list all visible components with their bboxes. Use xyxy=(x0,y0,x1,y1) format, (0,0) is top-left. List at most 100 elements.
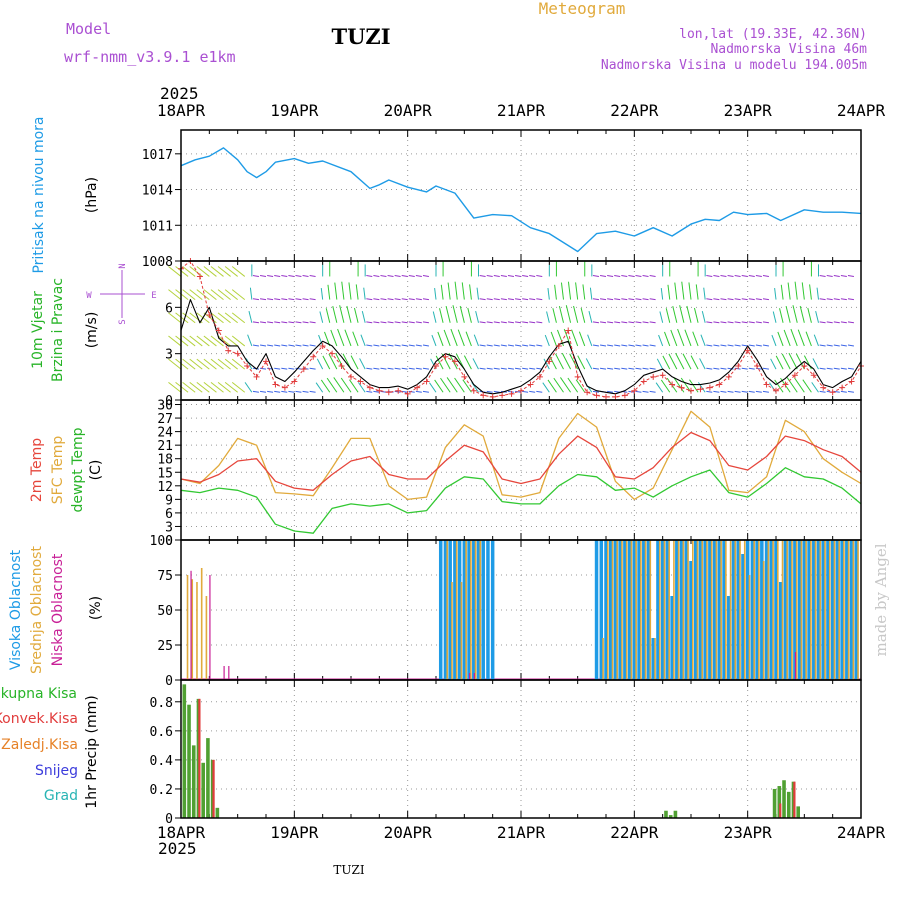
wind-arrow xyxy=(203,289,217,301)
cloud-bar-high xyxy=(835,540,840,680)
wind-arrow xyxy=(713,275,720,277)
wind-arrow xyxy=(686,305,692,323)
wind-arrow xyxy=(189,335,203,347)
wind-arrow xyxy=(642,344,649,347)
wind-arrow xyxy=(168,266,182,277)
wind-arrow xyxy=(231,335,246,347)
cloud-bar-high xyxy=(736,540,740,680)
wind-arrow xyxy=(267,275,274,277)
wind-arrow xyxy=(607,321,614,324)
wind-arrow xyxy=(469,284,472,300)
wind-gust-marker xyxy=(574,373,581,380)
wind-arrow xyxy=(507,298,514,301)
wind-arrow xyxy=(701,310,706,323)
wind-arrow xyxy=(607,344,614,347)
wind-arrow xyxy=(422,275,429,277)
wind-arrow xyxy=(592,321,599,324)
cloud-bar-low xyxy=(209,575,211,680)
wind-arrow xyxy=(544,334,550,347)
cloud-bar-high xyxy=(821,540,825,680)
cloud-bar-mid xyxy=(791,540,793,680)
wind-arrow xyxy=(529,367,536,370)
precip-legend-total: Ukupna Kisa xyxy=(0,686,77,702)
wind-gust-marker xyxy=(829,389,836,396)
cloud-ylabel-1: Visoka Oblacnost xyxy=(8,549,24,670)
cloud-bar-mid xyxy=(607,540,609,680)
wind-arrow xyxy=(210,381,224,393)
cloud-bar-high xyxy=(769,540,774,680)
wind-arrow xyxy=(443,329,451,347)
wind-arrow xyxy=(224,312,238,324)
wind-arrow xyxy=(713,390,720,393)
cloud-bar-mid xyxy=(696,540,699,680)
cloud-bar-mid xyxy=(720,540,722,680)
wind-arrow xyxy=(224,381,238,393)
wind-arrow xyxy=(259,390,267,393)
wind-arrow xyxy=(267,298,274,301)
wind-arrow xyxy=(826,344,833,347)
wind-gust-marker xyxy=(414,384,421,391)
wind-arrow xyxy=(373,367,380,370)
wind-arrow xyxy=(318,334,324,347)
wind-arrow xyxy=(373,321,380,324)
wind-gust-marker xyxy=(536,373,543,380)
wind-arrow xyxy=(755,390,762,393)
wind-gust-marker xyxy=(820,384,827,391)
wind-arrow xyxy=(224,335,238,347)
wind-arrow xyxy=(599,344,607,347)
wind-arrow xyxy=(614,321,621,324)
pressure-ytick-label: 1008 xyxy=(142,255,173,270)
wind-arrow xyxy=(684,329,692,347)
wind-arrow xyxy=(457,329,465,347)
wind-arrow xyxy=(792,305,798,323)
wind-arrow xyxy=(592,367,599,370)
wind-arrow xyxy=(454,377,465,393)
temperature-ytick-label: 15 xyxy=(157,466,173,481)
precip-bar-total xyxy=(668,815,673,818)
wind-arrow xyxy=(231,312,246,324)
precip-legend-freezing: Zaledj.Kisa xyxy=(1,737,78,753)
wind-arrow xyxy=(628,275,635,277)
wind-arrow xyxy=(755,275,762,277)
wind-arrow xyxy=(309,344,316,347)
wind-arrow xyxy=(833,321,840,324)
wind-arrow xyxy=(692,331,699,347)
wind-arrow xyxy=(794,377,805,393)
wind-arrow xyxy=(762,344,769,347)
wind-arrow xyxy=(799,305,805,323)
cloud-bar-high xyxy=(679,540,684,680)
wind-arrow xyxy=(493,344,500,347)
pressure-ytick-label: 1014 xyxy=(142,184,173,199)
cloud-bar-low xyxy=(190,570,192,680)
wind-arrow xyxy=(175,335,189,347)
elevation-text: Nadmorska Visina 46m xyxy=(710,42,867,57)
wind-arrow xyxy=(288,298,295,301)
wind-arrow xyxy=(274,390,281,393)
wind-arrow xyxy=(621,298,628,301)
wind-arrow xyxy=(244,382,253,393)
wind-arrow xyxy=(437,331,444,347)
wind-gust-marker xyxy=(215,327,222,334)
cloud-bar-mid xyxy=(479,540,482,680)
wind-arrow xyxy=(373,390,380,393)
wind-arrow xyxy=(675,352,685,370)
wind-arrow xyxy=(302,321,309,324)
wind-arrow xyxy=(486,367,493,370)
wind-arrow xyxy=(599,367,607,370)
cloud-bar-low xyxy=(473,673,475,680)
wind-arrow xyxy=(422,344,429,347)
wind-gust-marker xyxy=(754,363,761,370)
wind-arrow xyxy=(554,284,557,300)
cloud-bar-mid xyxy=(602,638,604,680)
wind-arrow xyxy=(840,298,847,301)
wind-arrow xyxy=(182,381,196,393)
compass-e: E xyxy=(151,291,156,301)
cloud-bar-high xyxy=(665,540,670,680)
temperature-ytick-label: 30 xyxy=(157,399,173,414)
cloud-bar-mid xyxy=(753,540,755,680)
cloud-bar-high xyxy=(717,540,722,680)
wind-arrow xyxy=(373,344,380,347)
wind-arrow xyxy=(560,282,564,300)
wind-arrow xyxy=(819,298,826,301)
wind-arrow xyxy=(252,298,259,301)
